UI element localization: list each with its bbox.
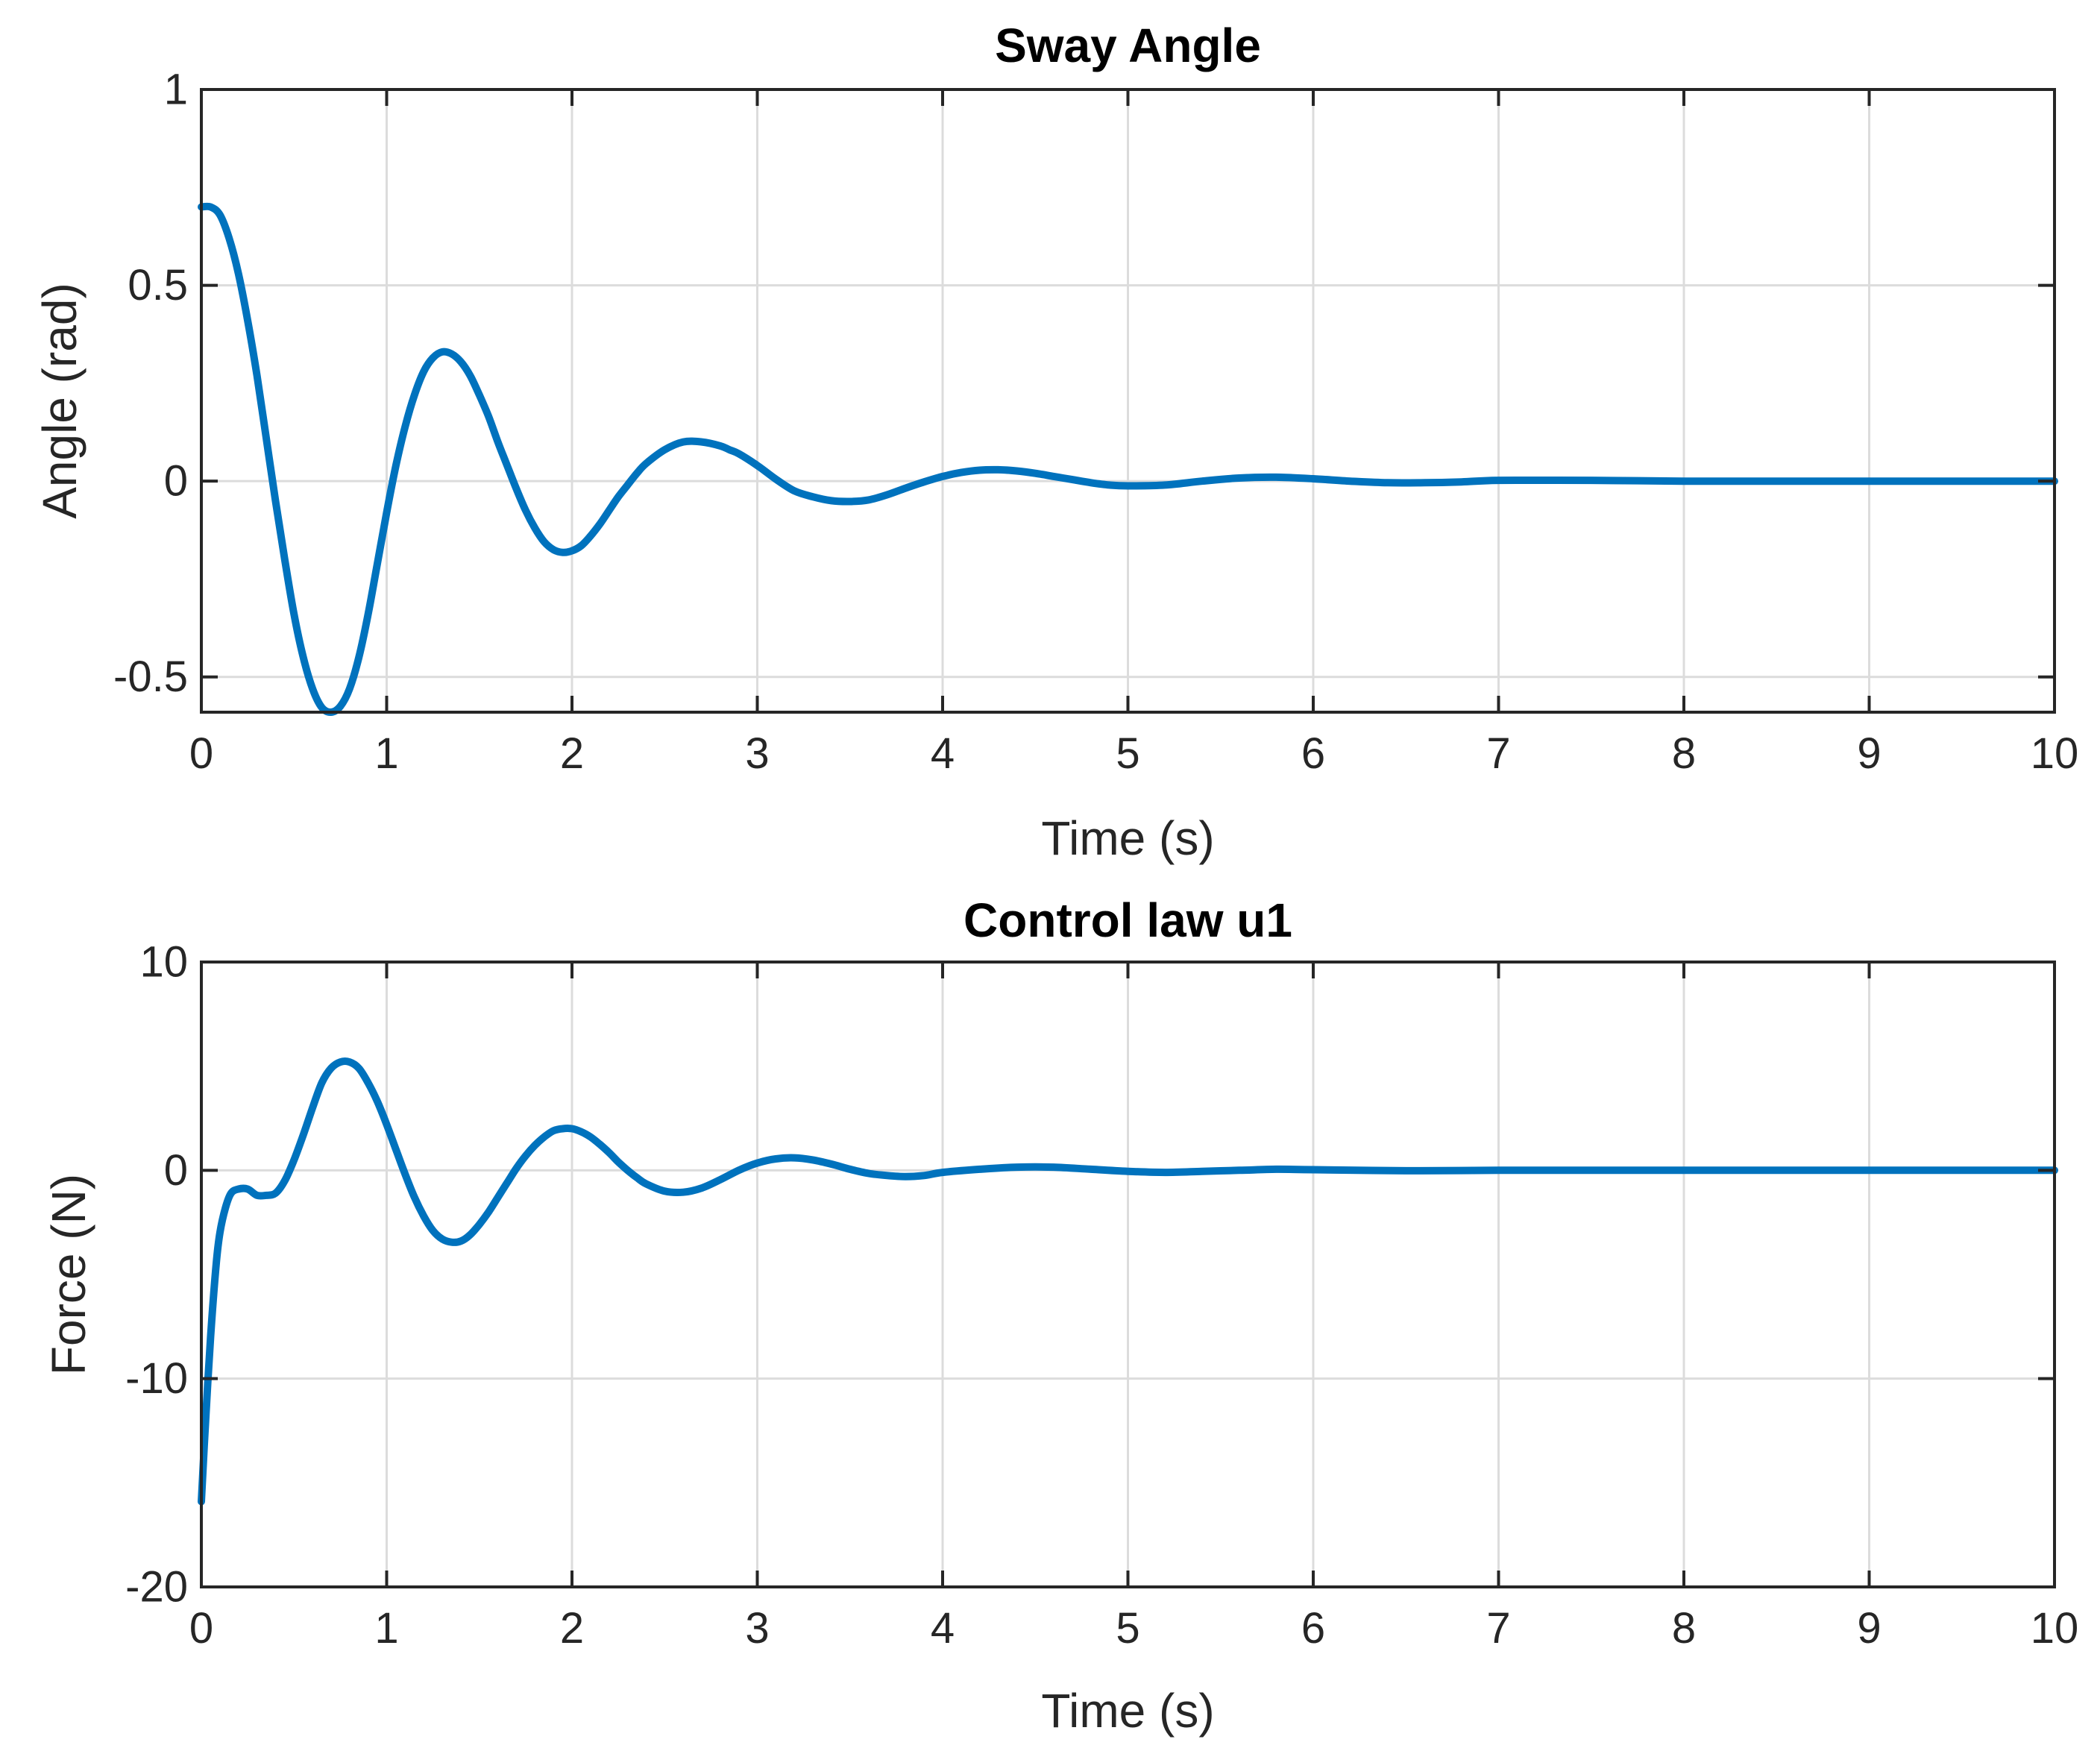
- x-tick-label: 2: [560, 1604, 584, 1653]
- x-tick-label: 10: [2031, 729, 2079, 778]
- y-tick-label: 0.5: [128, 261, 188, 309]
- y-tick-label: 10: [139, 938, 188, 987]
- series-line: [198, 202, 2058, 717]
- x-axis-label: Time (s): [1041, 1684, 1214, 1738]
- x-tick-label: 4: [931, 729, 955, 778]
- y-tick-label: 1: [164, 66, 188, 114]
- x-tick-label: 9: [1857, 729, 1881, 778]
- y-tick-label: 0: [164, 457, 188, 506]
- y-axis-label: Angle (rad): [33, 283, 87, 519]
- x-axis-label: Time (s): [1041, 811, 1214, 865]
- y-tick-label: -20: [125, 1563, 188, 1612]
- x-tick-label: 0: [189, 729, 213, 778]
- y-tick-label: -10: [125, 1354, 188, 1403]
- x-tick-label: 9: [1857, 1604, 1881, 1653]
- x-tick-label: 3: [745, 1604, 769, 1653]
- x-tick-label: 1: [374, 729, 398, 778]
- y-axis-label: Force (N): [42, 1174, 95, 1375]
- x-tick-label: 2: [560, 729, 584, 778]
- x-tick-label: 7: [1486, 1604, 1510, 1653]
- x-tick-label: 8: [1672, 1604, 1696, 1653]
- y-tick-label: -0.5: [113, 653, 188, 701]
- x-tick-label: 3: [745, 729, 769, 778]
- sway-angle-subplot: Sway Angle Time (s) Angle (rad) 0 1 2 3 4 5 6 7…: [33, 19, 2078, 865]
- x-tick-label: 4: [931, 1604, 955, 1653]
- x-tick-label: 8: [1672, 729, 1696, 778]
- control-law-subplot: Control law u1 Time (s) Force (N) 0 1 2 3 4 5…: [42, 893, 2078, 1738]
- x-tick-label: 7: [1486, 729, 1510, 778]
- x-tick-label: 1: [374, 1604, 398, 1653]
- chart-title: Sway Angle: [995, 19, 1261, 72]
- x-tick-label: 10: [2031, 1604, 2079, 1653]
- series-line: [198, 1057, 2058, 1506]
- y-tick-label: 0: [164, 1146, 188, 1195]
- x-tick-label: 5: [1116, 1604, 1139, 1653]
- x-tick-label: 5: [1116, 729, 1139, 778]
- x-tick-label: 6: [1301, 729, 1325, 778]
- chart-title: Control law u1: [963, 893, 1292, 947]
- x-tick-label: 0: [189, 1604, 213, 1653]
- x-tick-label: 6: [1301, 1604, 1325, 1653]
